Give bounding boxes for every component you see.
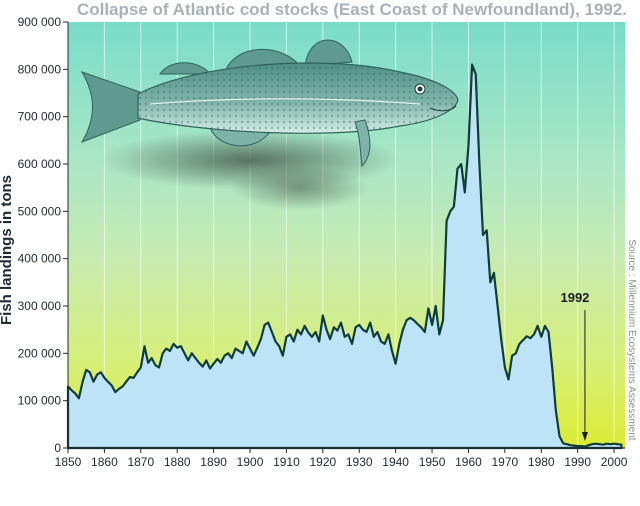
y-tick-label: 200 000 — [18, 346, 62, 360]
x-tick-label: 1990 — [564, 455, 591, 469]
y-tick-label: 900 000 — [18, 15, 62, 29]
x-tick-label: 1930 — [346, 455, 373, 469]
fish-speckles — [138, 63, 458, 134]
chart-title: Collapse of Atlantic cod stocks (East Co… — [77, 0, 627, 19]
y-tick-label: 600 000 — [18, 157, 62, 171]
y-tick-label: 300 000 — [18, 299, 62, 313]
x-tick-label: 1910 — [273, 455, 300, 469]
x-tick-label: 1920 — [309, 455, 336, 469]
annotation-label: 1992 — [560, 290, 589, 305]
y-tick-label: 800 000 — [18, 62, 62, 76]
x-tick-label: 1870 — [127, 455, 154, 469]
y-axis-ticks: 0 100 000 200 000 300 000 400 000 500 000 600 … — [18, 15, 68, 455]
y-axis-label: Fish landings in tons — [0, 175, 15, 325]
y-tick-label: 100 000 — [18, 394, 62, 408]
fish-tail — [80, 71, 141, 143]
y-tick-label: 700 000 — [18, 110, 62, 124]
landings-area — [66, 63, 623, 450]
fish-dorsal-fin-3 — [304, 39, 353, 67]
y-tick-label: 500 000 — [18, 204, 62, 218]
x-tick-label: 1900 — [237, 455, 264, 469]
x-tick-label: 1970 — [492, 455, 519, 469]
annotation-arrow-head — [581, 432, 588, 441]
x-tick-label: 1940 — [382, 455, 409, 469]
x-tick-label: 1850 — [55, 455, 82, 469]
x-tick-label: 1960 — [455, 455, 482, 469]
fish-shadow-lower — [230, 166, 370, 210]
x-tick-label: 1980 — [528, 455, 555, 469]
x-tick-label: 2000 — [601, 455, 628, 469]
x-tick-label: 1860 — [91, 455, 118, 469]
y-tick-label: 400 000 — [18, 252, 62, 266]
fish-pelvic-fin — [354, 119, 371, 168]
x-tick-label: 1890 — [200, 455, 227, 469]
x-tick-label: 1880 — [164, 455, 191, 469]
fish-pupil — [417, 86, 423, 92]
annotation-1992: 1992 — [560, 290, 589, 441]
y-tick-label: 0 — [54, 441, 61, 455]
fish-illustration — [80, 39, 459, 210]
x-axis-ticks: 1850 1860 1870 1880 1890 1900 1910 1920 1930 1940… — [55, 448, 628, 469]
fish-mouth — [429, 105, 457, 112]
x-tick-label: 1950 — [419, 455, 446, 469]
fish-lateral-line — [149, 98, 421, 105]
source-note: Source : Millennium Ecosystems Assessmen… — [626, 239, 637, 440]
